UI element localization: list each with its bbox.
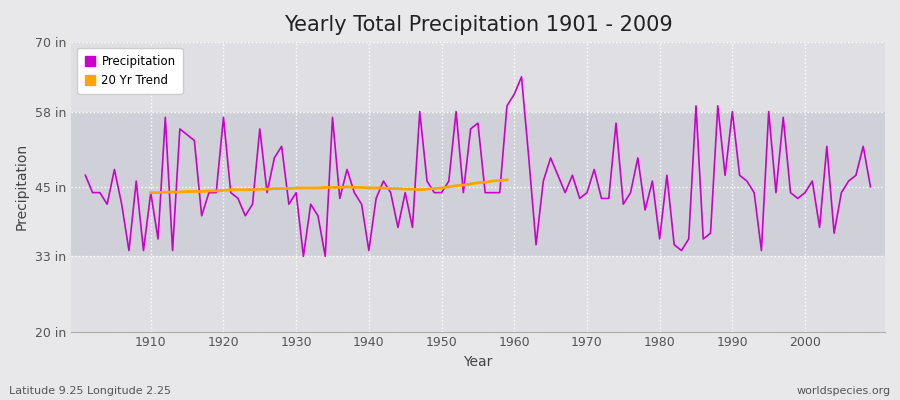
Y-axis label: Precipitation: Precipitation — [15, 143, 29, 230]
X-axis label: Year: Year — [464, 355, 492, 369]
Legend: Precipitation, 20 Yr Trend: Precipitation, 20 Yr Trend — [76, 48, 183, 94]
Text: worldspecies.org: worldspecies.org — [796, 386, 891, 396]
Bar — [71, 112, 885, 256]
Title: Yearly Total Precipitation 1901 - 2009: Yearly Total Precipitation 1901 - 2009 — [284, 15, 672, 35]
Text: Latitude 9.25 Longitude 2.25: Latitude 9.25 Longitude 2.25 — [9, 386, 171, 396]
